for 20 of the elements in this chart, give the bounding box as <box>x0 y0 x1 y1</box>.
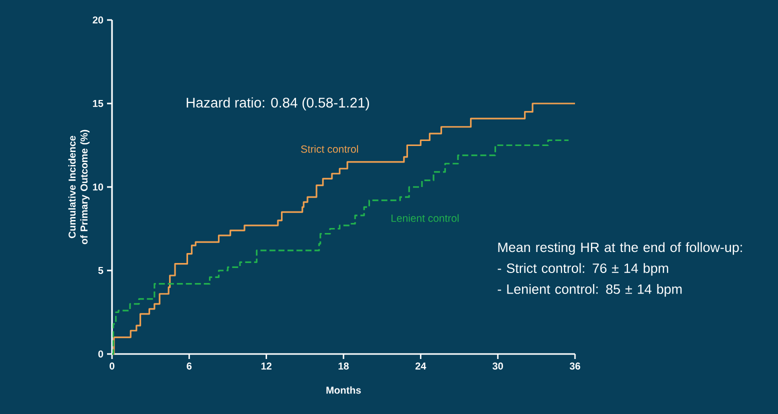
y-tick-label: 20 <box>92 16 104 24</box>
annotation: - Strict control: 76 ± 14 bpm <box>498 263 668 276</box>
x-tick-label: 36 <box>570 362 580 370</box>
x-tick-label: 0 <box>110 362 114 370</box>
x-tick-label: 6 <box>186 362 192 370</box>
annotation: Mean resting HR at the end of follow-up: <box>498 242 742 255</box>
y-tick-label: 10 <box>93 183 104 191</box>
x-axis-title: Months <box>326 386 361 394</box>
y-axis-title: Cumulative Incidence of Primary Outcome (%) <box>68 130 90 244</box>
annotation: - Lenient control: 85 ± 14 bpm <box>498 284 682 297</box>
x-tick-label: 18 <box>338 362 349 370</box>
x-tick-label: 30 <box>492 362 503 370</box>
y-tick-label: 15 <box>93 100 104 107</box>
x-tick-label: 24 <box>415 362 426 370</box>
annotation: Hazard ratio: 0.84 (0.58-1.21) <box>186 97 370 110</box>
y-tick-label: 5 <box>98 267 104 274</box>
y-tick-label: 0 <box>98 350 104 358</box>
series-label: Lenient control <box>392 214 459 222</box>
series-label: Strict control <box>301 145 358 153</box>
x-tick-label: 12 <box>261 362 272 370</box>
